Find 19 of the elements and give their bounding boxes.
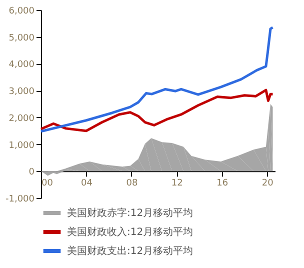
legend-label: 美国财政赤字:12月移动平均: [67, 207, 194, 219]
x-tick-label: 08: [126, 178, 138, 189]
y-tick-label: 6,000: [8, 6, 35, 16]
legend-label: 美国财政收入:12月移动平均: [67, 226, 194, 238]
y-tick-label: 1,000: [8, 140, 35, 151]
line-series: [40, 88, 274, 132]
y-tick-label: 4,000: [8, 60, 35, 70]
y-tick-label: -1,000: [5, 194, 35, 204]
y-tick-label: 5,000: [8, 33, 35, 44]
x-tick-label: 16: [216, 178, 228, 189]
legend-label: 美国财政支出:12月移动平均: [67, 245, 194, 257]
x-tick-label: 20: [262, 178, 274, 189]
x-tick-label: 12: [171, 178, 183, 189]
y-tick-label: 2,000: [8, 114, 35, 124]
y-tick-label: 0: [28, 168, 35, 178]
line-series: [40, 26, 274, 133]
x-tick-label: 00: [42, 178, 54, 189]
y-tick-label: 3,000: [8, 87, 35, 98]
x-tick-label: 04: [80, 178, 93, 189]
